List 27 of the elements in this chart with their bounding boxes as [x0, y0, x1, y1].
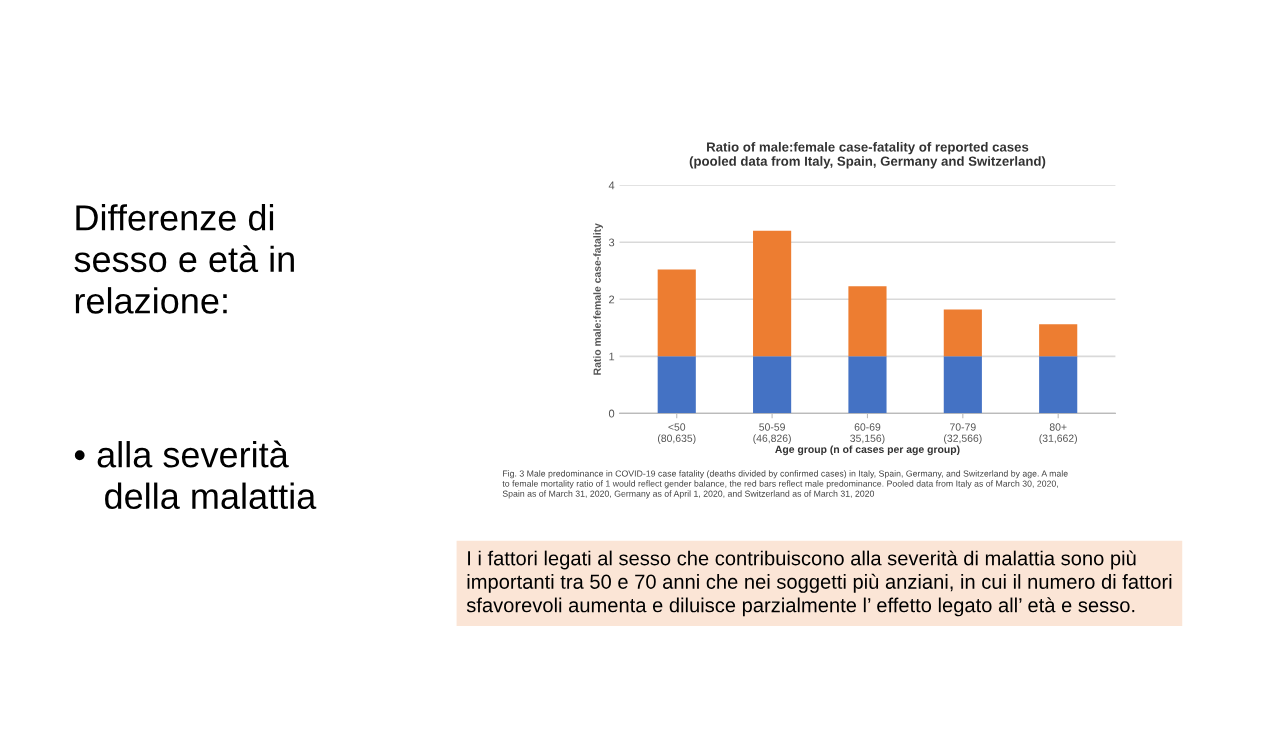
text: I i fattori legati al sesso che contribuiscono alla severità di malattia sono più importanti tra 50 e 70 anni che nei soggetti più anziani, in cui il numero di fattori sfavorevoli aumenta e diluisce parzialmente l’ effetto legato all’ età e sesso. — [466, 550, 1172, 617]
bar — [1039, 356, 1078, 414]
chart-title: Ratio of male:female case-fatality of reported cases (pooled data from Italy, Spain, Germany and Switzerland) — [689, 141, 1046, 169]
x-axis-title: Age group (n of cases per age group) — [775, 445, 960, 456]
bar — [753, 356, 792, 414]
x-tick-label: 70-79 (32,566) — [944, 423, 982, 444]
x-tick-label: 60-69 35,156) — [850, 423, 885, 444]
x-tick-label: 80+ (31,662) — [1039, 423, 1077, 444]
bar — [943, 309, 982, 357]
y-axis-title: Ratio male:female case-fatality — [593, 223, 603, 375]
bar — [753, 230, 792, 357]
y-tick-label: 1 — [609, 352, 615, 361]
bar — [848, 286, 887, 357]
text: Differenze di sesso e età in relazione: — [74, 204, 294, 314]
caption: Fig. 3 Male predominance in COVID-19 case fatality (deaths divided by confirmed cases) in Italy, Spain, Germany, and Switzerland by age. A male to female mortality ratio of 1 would reflect gender balance, the red bars reflect male predominance. Pooled data from Italy as of March 30, 2020, Spain as of March 31, 2020, Germany as of April 1, 2020, and Switzerland as of March 31, 2020 — [502, 470, 1068, 499]
y-tick-label: 0 — [608, 409, 615, 418]
bar — [657, 356, 696, 414]
bar — [1039, 324, 1078, 357]
x-tick-label: <50 (80,635) — [657, 423, 696, 444]
y-tick-label: 4 — [608, 181, 615, 190]
x-tick-label: 50-59 (46,826) — [753, 423, 791, 444]
bar — [657, 269, 696, 357]
y-tick-label: 3 — [608, 238, 615, 247]
bar — [943, 356, 982, 414]
bar — [848, 356, 887, 414]
y-tick-label: 2 — [609, 295, 615, 304]
text: • alla severità della malattia — [74, 440, 317, 510]
